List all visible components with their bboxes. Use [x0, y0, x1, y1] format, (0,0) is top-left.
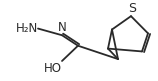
Text: N: N [58, 21, 66, 34]
Text: S: S [128, 2, 136, 15]
Text: HO: HO [44, 62, 62, 75]
Text: H₂N: H₂N [16, 22, 38, 35]
